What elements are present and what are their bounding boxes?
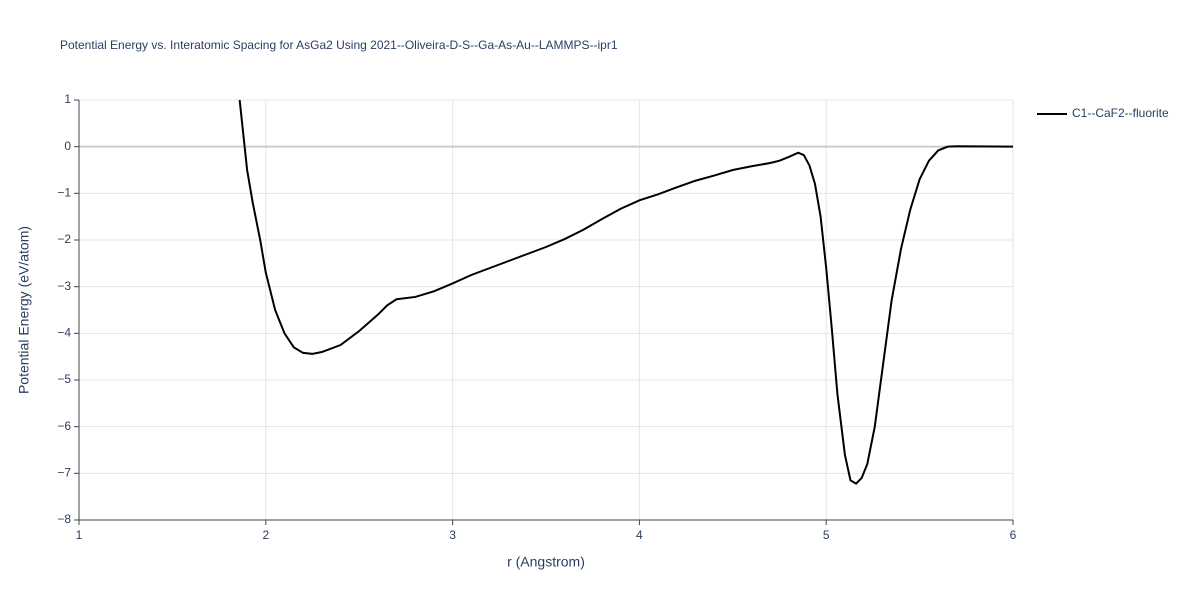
y-tick-label: −1 xyxy=(57,186,71,200)
x-tick-label: 5 xyxy=(823,528,830,542)
y-tick-label: −4 xyxy=(57,326,71,340)
x-tick-label: 6 xyxy=(1010,528,1017,542)
y-tick-label: 1 xyxy=(64,92,71,106)
legend-label: C1--CaF2--fluorite xyxy=(1072,106,1169,120)
x-tick-label: 1 xyxy=(76,528,83,542)
y-tick-label: −5 xyxy=(57,372,71,386)
y-axis-label: Potential Energy (eV/atom) xyxy=(16,226,32,394)
x-tick-label: 2 xyxy=(262,528,269,542)
y-tick-label: −6 xyxy=(57,419,71,433)
y-tick-label: −3 xyxy=(57,279,71,293)
line-series xyxy=(238,99,1013,485)
y-tick-label: −2 xyxy=(57,232,71,246)
x-axis-label: r (Angstrom) xyxy=(507,554,585,570)
y-tick-label: 0 xyxy=(64,139,71,153)
x-tick-label: 4 xyxy=(636,528,643,542)
chart-title: Potential Energy vs. Interatomic Spacing… xyxy=(60,38,618,52)
y-tick-label: −8 xyxy=(57,512,71,526)
x-tick-label: 3 xyxy=(449,528,456,542)
y-tick-label: −7 xyxy=(57,466,71,480)
